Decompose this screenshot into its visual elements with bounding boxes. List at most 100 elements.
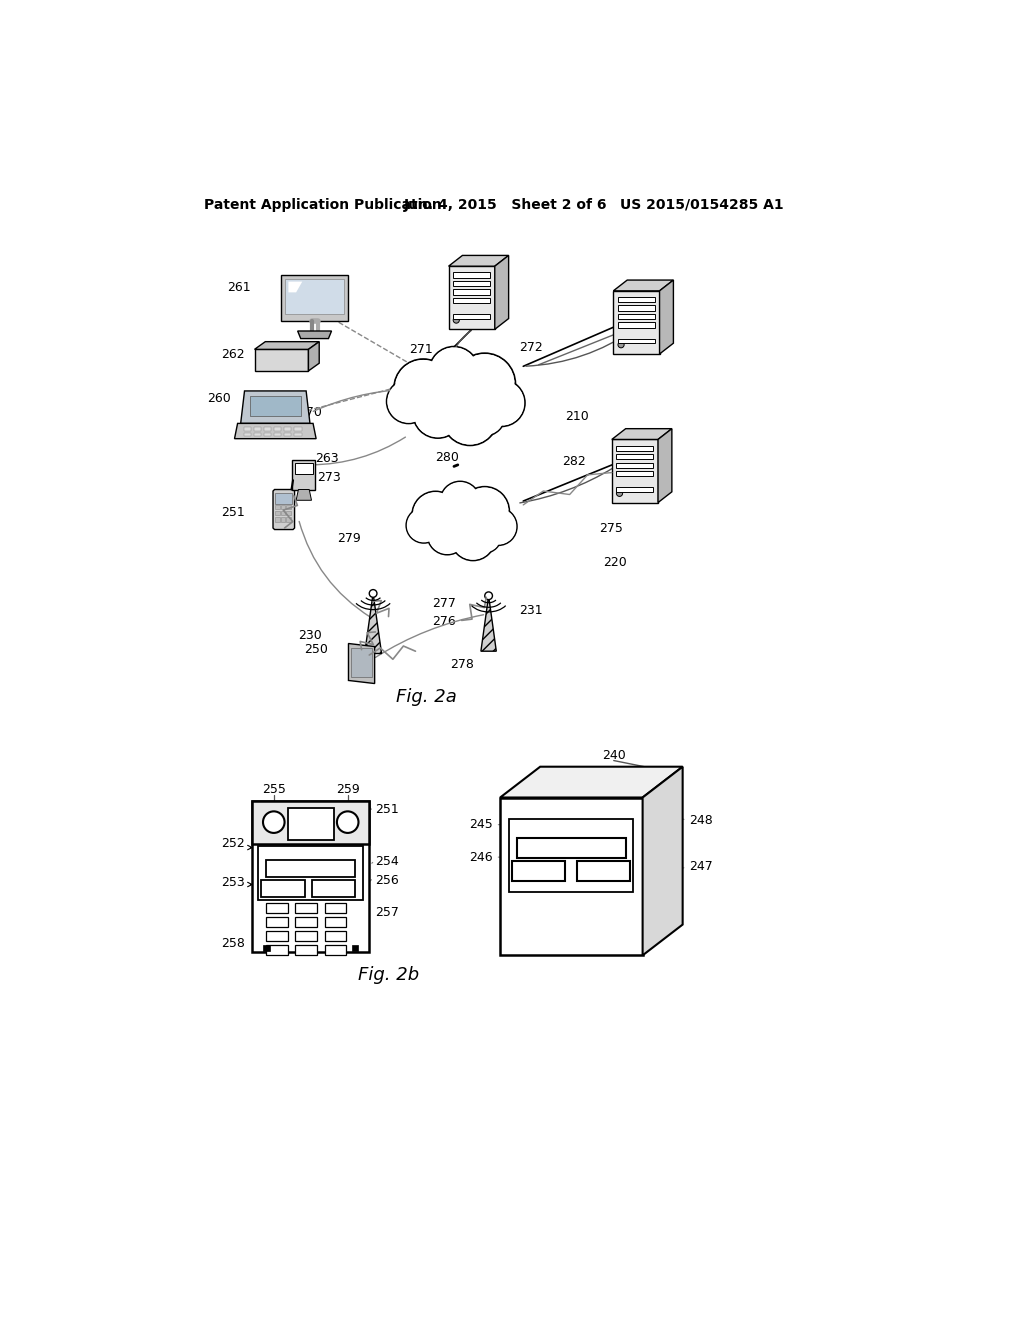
Bar	[266, 945, 288, 954]
Circle shape	[414, 389, 462, 437]
Circle shape	[454, 354, 515, 414]
Text: 240: 240	[602, 748, 626, 762]
Circle shape	[427, 515, 467, 554]
Bar	[351, 945, 358, 950]
Polygon shape	[449, 256, 509, 267]
Circle shape	[432, 494, 488, 550]
Bar	[578, 861, 630, 880]
Circle shape	[394, 359, 453, 417]
Circle shape	[263, 812, 285, 833]
Bar	[264, 433, 271, 437]
Text: Fig. 2a: Fig. 2a	[396, 689, 457, 706]
Bar	[294, 433, 301, 437]
Circle shape	[451, 516, 496, 561]
Text: 276: 276	[432, 615, 456, 628]
Bar	[295, 903, 316, 913]
Text: 245: 245	[469, 818, 493, 832]
Bar	[616, 471, 653, 477]
Text: 257: 257	[376, 907, 399, 920]
Polygon shape	[611, 429, 672, 440]
Bar	[616, 454, 653, 459]
Polygon shape	[241, 391, 310, 424]
Polygon shape	[449, 267, 495, 330]
Bar	[617, 339, 655, 343]
Bar	[325, 917, 346, 927]
Bar	[286, 511, 291, 516]
Circle shape	[479, 508, 517, 545]
Circle shape	[484, 591, 493, 599]
Text: 273: 273	[316, 471, 341, 484]
Text: MEM: MEM	[514, 822, 550, 837]
Text: 251: 251	[376, 803, 399, 816]
Bar	[244, 433, 252, 437]
Text: 251: 251	[221, 506, 245, 519]
Circle shape	[469, 520, 501, 552]
Text: 279: 279	[337, 532, 360, 545]
Bar	[295, 931, 316, 941]
Text: 278: 278	[451, 657, 474, 671]
Text: PROC: PROC	[265, 882, 300, 895]
Text: 261: 261	[227, 281, 251, 294]
Text: 270: 270	[298, 407, 323, 418]
Circle shape	[418, 360, 490, 434]
Polygon shape	[365, 594, 382, 653]
Text: 240: 240	[475, 255, 499, 268]
Bar	[454, 298, 490, 304]
Bar	[275, 492, 292, 504]
Text: 271: 271	[410, 343, 433, 356]
Bar	[273, 428, 282, 432]
Text: PROC: PROC	[316, 882, 351, 895]
Text: 259: 259	[336, 783, 359, 796]
Bar	[275, 517, 280, 521]
Text: 258: 258	[220, 937, 245, 950]
Text: PROC: PROC	[584, 863, 623, 878]
Text: 256: 256	[376, 874, 399, 887]
Text: 260: 260	[207, 392, 230, 405]
Circle shape	[430, 347, 478, 396]
Text: 282: 282	[562, 454, 586, 467]
Polygon shape	[611, 440, 658, 503]
Bar	[454, 289, 490, 294]
Bar	[616, 462, 653, 469]
Circle shape	[429, 347, 479, 396]
Bar	[616, 446, 653, 451]
Circle shape	[419, 362, 489, 433]
Polygon shape	[348, 644, 375, 684]
Bar	[266, 931, 288, 941]
Text: 247: 247	[689, 861, 713, 874]
Circle shape	[431, 492, 489, 552]
Circle shape	[387, 380, 430, 422]
Bar	[512, 861, 565, 880]
Bar	[252, 801, 370, 952]
Circle shape	[479, 380, 524, 425]
Bar	[616, 487, 653, 492]
Polygon shape	[500, 767, 683, 797]
Polygon shape	[659, 280, 674, 354]
Text: 250: 250	[304, 643, 328, 656]
Text: 277: 277	[432, 597, 456, 610]
Polygon shape	[613, 290, 659, 354]
Bar	[284, 433, 292, 437]
Circle shape	[464, 395, 505, 436]
Circle shape	[465, 396, 505, 436]
Polygon shape	[255, 350, 308, 371]
Bar	[266, 917, 288, 927]
Text: 231: 231	[519, 603, 543, 616]
Text: 246: 246	[469, 851, 493, 865]
Circle shape	[412, 491, 459, 539]
Bar	[286, 504, 291, 510]
Circle shape	[428, 515, 467, 554]
Text: MEM: MEM	[262, 849, 295, 862]
Bar	[617, 322, 655, 327]
Circle shape	[461, 487, 509, 535]
Text: US 2015/0154285 A1: US 2015/0154285 A1	[620, 198, 783, 211]
Polygon shape	[613, 280, 674, 290]
Polygon shape	[255, 342, 319, 350]
Bar	[295, 945, 316, 954]
Bar	[325, 903, 346, 913]
Bar	[295, 917, 316, 927]
Polygon shape	[281, 276, 348, 321]
Bar	[286, 517, 291, 521]
Bar	[281, 517, 286, 521]
Bar	[617, 305, 655, 312]
